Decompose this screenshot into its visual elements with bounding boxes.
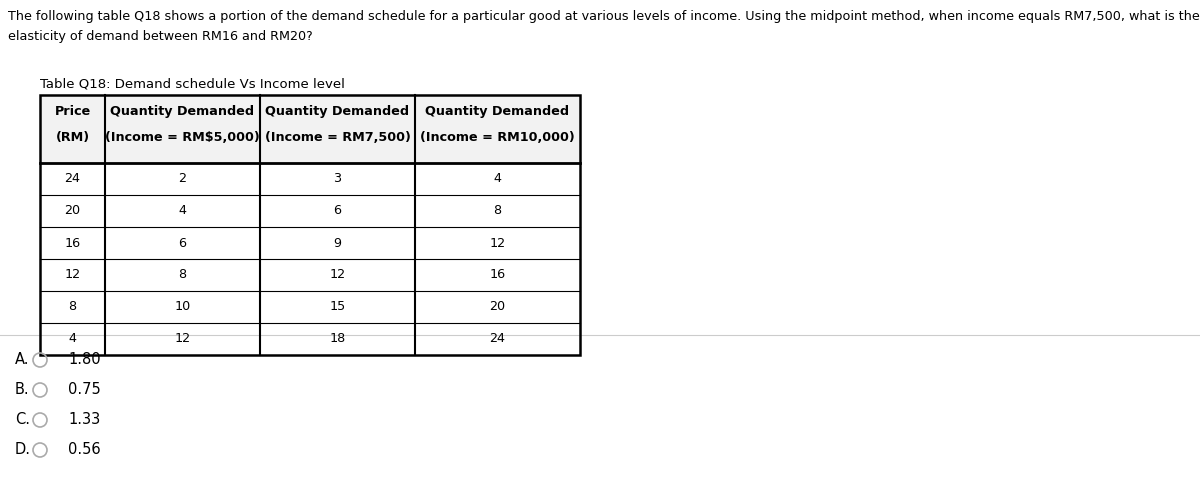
Text: 24: 24 bbox=[490, 332, 505, 345]
Text: The following table Q18 shows a portion of the demand schedule for a particular : The following table Q18 shows a portion … bbox=[8, 10, 1200, 23]
Text: 8: 8 bbox=[179, 268, 186, 281]
Text: 16: 16 bbox=[65, 237, 80, 250]
Text: (RM): (RM) bbox=[55, 131, 90, 144]
Text: (Income = RM10,000): (Income = RM10,000) bbox=[420, 131, 575, 144]
Text: B.: B. bbox=[14, 383, 30, 398]
Text: Table Q18: Demand schedule Vs Income level: Table Q18: Demand schedule Vs Income lev… bbox=[40, 77, 344, 90]
Text: 2: 2 bbox=[179, 173, 186, 186]
Text: 0.56: 0.56 bbox=[68, 443, 101, 458]
Text: 12: 12 bbox=[330, 268, 346, 281]
Text: A.: A. bbox=[14, 352, 30, 367]
Bar bbox=[40, 95, 580, 163]
Text: (Income = RM7,500): (Income = RM7,500) bbox=[264, 131, 410, 144]
Text: 4: 4 bbox=[68, 332, 77, 345]
Text: 1.80: 1.80 bbox=[68, 352, 101, 367]
Text: 10: 10 bbox=[174, 300, 191, 313]
Text: 9: 9 bbox=[334, 237, 342, 250]
Text: 3: 3 bbox=[334, 173, 342, 186]
Text: 1.33: 1.33 bbox=[68, 413, 101, 428]
Text: elasticity of demand between RM16 and RM20?: elasticity of demand between RM16 and RM… bbox=[8, 30, 313, 43]
Text: Quantity Demanded: Quantity Demanded bbox=[426, 105, 570, 118]
Text: Price: Price bbox=[54, 105, 91, 118]
Text: Quantity Demanded: Quantity Demanded bbox=[110, 105, 254, 118]
Text: 12: 12 bbox=[174, 332, 191, 345]
Text: 15: 15 bbox=[329, 300, 346, 313]
Text: 4: 4 bbox=[179, 205, 186, 218]
Text: 8: 8 bbox=[68, 300, 77, 313]
Text: 8: 8 bbox=[493, 205, 502, 218]
Text: (Income = RM$5,000): (Income = RM$5,000) bbox=[106, 131, 260, 144]
Text: 6: 6 bbox=[334, 205, 342, 218]
Text: 20: 20 bbox=[65, 205, 80, 218]
Text: Quantity Demanded: Quantity Demanded bbox=[265, 105, 409, 118]
Text: 12: 12 bbox=[490, 237, 505, 250]
Text: 0.75: 0.75 bbox=[68, 383, 101, 398]
Text: 4: 4 bbox=[493, 173, 502, 186]
Text: 6: 6 bbox=[179, 237, 186, 250]
Text: C.: C. bbox=[14, 413, 30, 428]
Text: D.: D. bbox=[14, 443, 31, 458]
Text: 12: 12 bbox=[65, 268, 80, 281]
Bar bbox=[40, 95, 580, 355]
Text: 16: 16 bbox=[490, 268, 505, 281]
Text: 20: 20 bbox=[490, 300, 505, 313]
Text: 24: 24 bbox=[65, 173, 80, 186]
Text: 18: 18 bbox=[329, 332, 346, 345]
